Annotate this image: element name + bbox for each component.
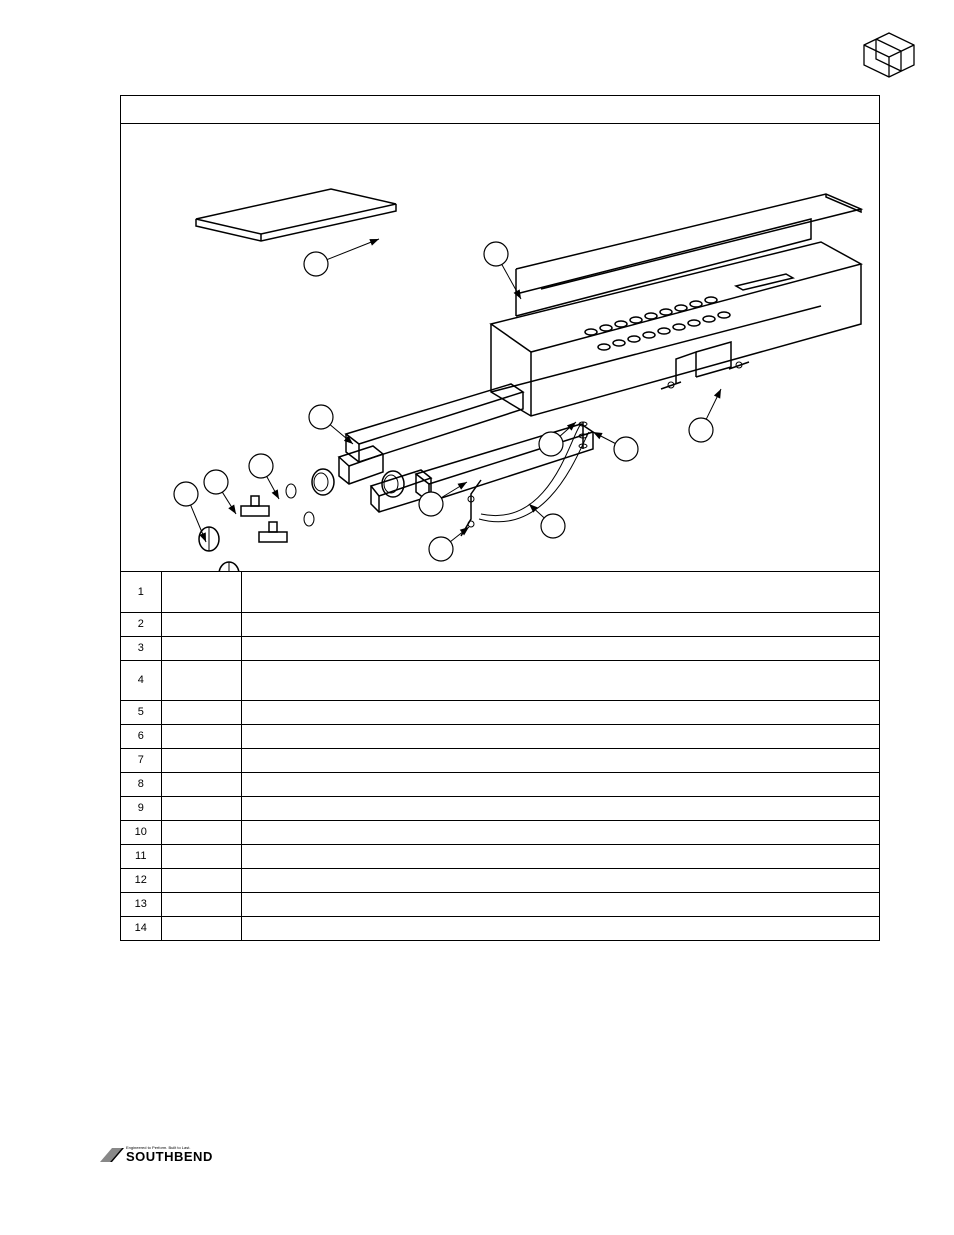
part-cell [161,660,241,700]
desc-cell [241,916,879,940]
table-row: 11 [121,844,879,868]
desc-cell [241,772,879,796]
part-cell [161,700,241,724]
part-cell [161,844,241,868]
desc-cell [241,868,879,892]
exploded-diagram [121,124,879,572]
desc-cell [241,820,879,844]
part-cell [161,916,241,940]
key-cell: 12 [121,868,161,892]
table-row: 13 [121,892,879,916]
part-cell [161,612,241,636]
title-cell [121,96,879,124]
table-row: 6 [121,724,879,748]
table-row: 12 [121,868,879,892]
part-cell [161,636,241,660]
plate-part [196,189,396,241]
table-row: 7 [121,748,879,772]
tagline-text: Engineered to Perform. Built to Last. [126,1145,190,1150]
main-frame: 1234567891011121314 [120,95,880,941]
key-cell: 5 [121,700,161,724]
table-row: 5 [121,700,879,724]
desc-cell [241,660,879,700]
parts-table: 1234567891011121314 [121,572,879,940]
desc-cell [241,796,879,820]
key-cell: 14 [121,916,161,940]
table-row: 2 [121,612,879,636]
key-cell: 1 [121,572,161,612]
table-row: 3 [121,636,879,660]
desc-cell [241,636,879,660]
key-cell: 7 [121,748,161,772]
table-row: 14 [121,916,879,940]
key-cell: 3 [121,636,161,660]
desc-cell [241,748,879,772]
key-cell: 2 [121,612,161,636]
key-cell: 4 [121,660,161,700]
tube-1 [312,384,523,495]
part-cell [161,572,241,612]
table-row: 4 [121,660,879,700]
desc-cell [241,612,879,636]
desc-cell [241,892,879,916]
table-row: 1 [121,572,879,612]
part-cell [161,868,241,892]
bracket-part [661,342,749,389]
key-cell: 9 [121,796,161,820]
desc-cell [241,724,879,748]
key-cell: 13 [121,892,161,916]
part-cell [161,796,241,820]
part-cell [161,772,241,796]
table-row: 10 [121,820,879,844]
hardware-cluster [199,484,314,572]
part-cell [161,892,241,916]
table-row: 8 [121,772,879,796]
part-cell [161,820,241,844]
desc-cell [241,572,879,612]
desc-cell [241,844,879,868]
part-cell [161,748,241,772]
southbend-logo: SOUTHBEND Engineered to Perform. Built t… [100,1140,220,1175]
key-cell: 10 [121,820,161,844]
key-cell: 11 [121,844,161,868]
brand-text: SOUTHBEND [126,1149,213,1164]
part-cell [161,724,241,748]
box-icon [854,25,924,85]
key-cell: 6 [121,724,161,748]
desc-cell [241,700,879,724]
table-row: 9 [121,796,879,820]
key-cell: 8 [121,772,161,796]
